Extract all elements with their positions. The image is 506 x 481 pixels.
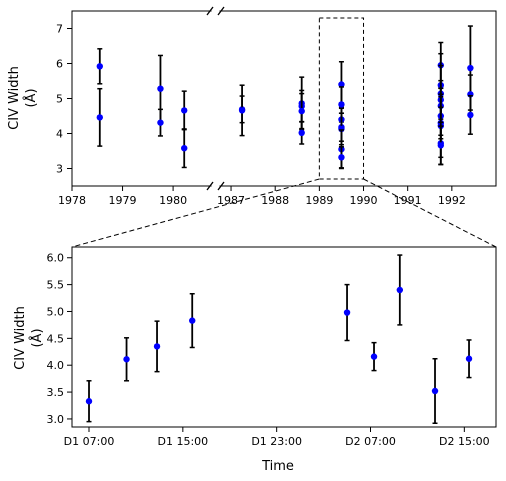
axis-break-gap <box>211 184 220 188</box>
bottom-y-tick-label: 6.0 <box>47 252 65 265</box>
top-y-axis-label-line2: (Å) <box>23 88 39 107</box>
axis-break-slash <box>206 6 214 16</box>
axis-break-slash <box>217 181 225 191</box>
top-x-ticks: 1978 1979 1980 1987 1988 1989 1990 1991 1992 <box>58 186 466 207</box>
bottom-data-point <box>465 339 473 379</box>
top-data-point <box>181 90 188 131</box>
top-marker <box>181 145 188 152</box>
bottom-data-point <box>396 254 404 326</box>
bottom-data-point <box>85 380 93 423</box>
top-data-point <box>338 146 345 169</box>
bottom-y-tick-label: 5.0 <box>47 305 65 318</box>
top-data-point <box>157 108 164 137</box>
top-y-tick-label: 3 <box>56 163 63 176</box>
top-data-point <box>181 128 188 169</box>
bottom-x-ticks: D1 07:00 D1 15:00 D1 23:00 D2 07:00 D2 15:00 <box>64 427 490 448</box>
top-marker <box>298 129 305 136</box>
top-x-tick-label: 1980 <box>159 194 187 207</box>
top-x-tick-label: 1988 <box>261 194 289 207</box>
bottom-plot-frame <box>71 246 497 428</box>
top-marker <box>298 107 305 115</box>
bottom-data-point <box>343 283 351 342</box>
connector-right <box>363 178 497 248</box>
bottom-x-tick-label: D1 07:00 <box>64 435 115 448</box>
bottom-marker <box>189 317 196 324</box>
top-marker <box>338 154 345 161</box>
bottom-x-tick-label: D2 15:00 <box>439 435 490 448</box>
bottom-x-tick-label: D1 23:00 <box>251 435 302 448</box>
bottom-x-tick-label: D2 07:00 <box>345 435 396 448</box>
top-marker <box>338 81 345 88</box>
bottom-y-tick-label: 5.5 <box>47 279 65 292</box>
top-y-tick-label: 7 <box>56 23 63 36</box>
bottom-marker <box>343 309 351 316</box>
bottom-y-tick-label: 3.5 <box>47 386 65 399</box>
top-marker <box>338 101 345 108</box>
top-x-tick-label: 1979 <box>109 194 137 207</box>
bottom-marker <box>396 286 404 294</box>
top-x-tick-label: 1978 <box>58 194 86 207</box>
top-x-tick-label: 1989 <box>305 194 333 207</box>
bottom-x-axis-label: Time <box>261 459 294 474</box>
top-marker <box>96 63 104 70</box>
axis-break-slash <box>217 6 225 16</box>
bottom-errorbars-and-points <box>85 254 473 424</box>
bottom-marker <box>123 356 130 363</box>
top-marker <box>181 107 188 114</box>
top-x-tick-label: 1992 <box>438 194 466 207</box>
top-data-point <box>96 87 104 147</box>
bottom-y-tick-label: 4.5 <box>47 332 65 345</box>
top-data-point <box>298 120 305 145</box>
axis-break-gap <box>211 9 220 13</box>
axis-break-marks <box>206 6 225 191</box>
top-errorbars-and-points <box>96 25 474 170</box>
top-y-ticks: 3 4 5 6 7 <box>56 23 72 176</box>
bottom-data-point <box>123 337 130 382</box>
bottom-marker <box>431 387 439 395</box>
bottom-marker <box>370 353 378 360</box>
top-x-tick-label: 1987 <box>217 194 245 207</box>
top-marker <box>467 111 474 119</box>
top-y-tick-label: 4 <box>56 128 63 141</box>
bottom-data-point <box>153 320 161 373</box>
top-data-point <box>437 125 444 166</box>
bottom-x-tick-label: D1 15:00 <box>158 435 209 448</box>
bottom-y-ticks: 3.0 3.5 4.0 4.5 5.0 5.5 6.0 <box>47 252 72 426</box>
top-x-tick-label: 1990 <box>350 194 378 207</box>
bottom-y-axis-label-line2: (Å) <box>29 328 45 347</box>
top-plot-frame <box>71 10 497 187</box>
top-marker <box>437 142 444 149</box>
top-data-point <box>96 48 104 85</box>
bottom-y-tick-label: 3.0 <box>47 413 65 426</box>
bottom-y-tick-label: 4.0 <box>47 359 65 372</box>
top-y-axis-label-line1: CIV Width <box>7 66 22 130</box>
top-y-tick-label: 6 <box>56 58 63 71</box>
top-marker <box>157 119 164 126</box>
bottom-marker <box>153 343 161 350</box>
top-marker <box>157 85 164 92</box>
bottom-data-point <box>370 341 378 372</box>
zoom-highlight-box <box>318 17 365 180</box>
axis-break-slash <box>206 181 214 191</box>
bottom-chart-panel: 3.03.54.04.55.05.56.0 D1 07:00 D1 15:00 D1… <box>13 246 497 474</box>
top-data-point <box>238 84 246 137</box>
bottom-data-point <box>189 292 196 349</box>
top-y-tick-label: 5 <box>56 93 63 106</box>
top-marker <box>467 64 474 72</box>
zoom-connector-lines <box>71 178 497 248</box>
bottom-data-point <box>431 358 439 424</box>
connector-left <box>71 178 320 248</box>
bottom-y-axis-label-line1: CIV Width <box>13 306 28 370</box>
bottom-marker <box>85 398 93 405</box>
top-marker <box>96 114 104 121</box>
bottom-marker <box>465 355 473 362</box>
top-marker <box>238 107 246 114</box>
top-data-point <box>467 94 474 135</box>
top-x-tick-label: 1991 <box>394 194 422 207</box>
